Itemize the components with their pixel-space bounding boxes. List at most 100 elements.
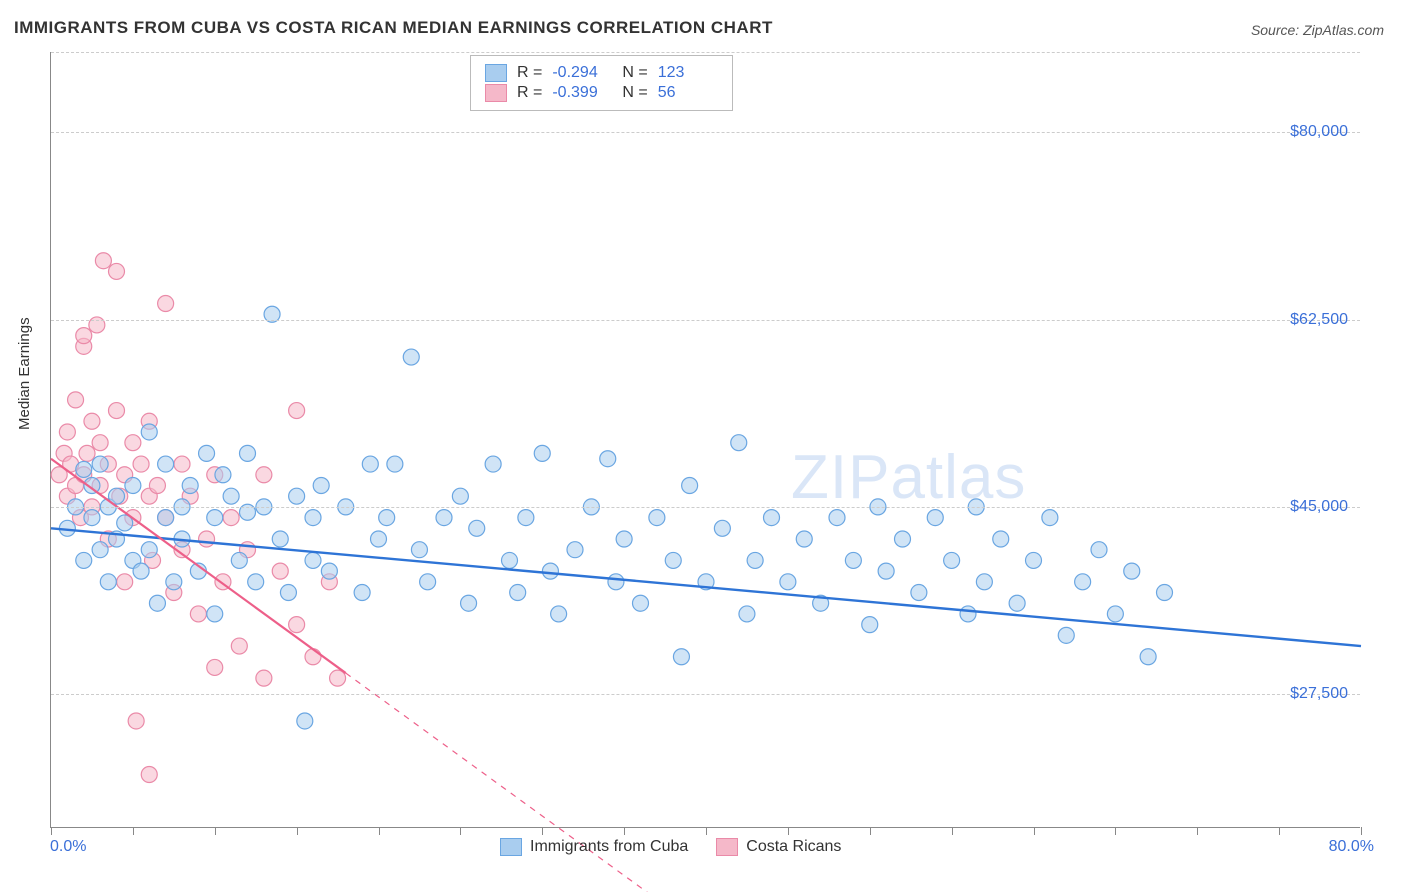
data-point bbox=[731, 435, 747, 451]
data-point bbox=[289, 403, 305, 419]
data-point bbox=[567, 542, 583, 558]
r-value: -0.294 bbox=[552, 64, 612, 82]
data-point bbox=[190, 606, 206, 622]
data-point bbox=[1042, 510, 1058, 526]
data-point bbox=[436, 510, 452, 526]
data-point bbox=[362, 456, 378, 472]
data-point bbox=[796, 531, 812, 547]
data-point bbox=[542, 563, 558, 579]
data-point bbox=[199, 531, 215, 547]
data-point bbox=[59, 424, 75, 440]
data-point bbox=[1157, 585, 1173, 601]
data-point bbox=[68, 392, 84, 408]
data-point bbox=[379, 510, 395, 526]
data-point bbox=[633, 595, 649, 611]
legend-item: Immigrants from Cuba bbox=[500, 838, 688, 856]
data-point bbox=[109, 263, 125, 279]
data-point bbox=[84, 413, 100, 429]
data-point bbox=[354, 585, 370, 601]
data-point bbox=[128, 713, 144, 729]
data-point bbox=[600, 451, 616, 467]
y-tick-label: $62,500 bbox=[1290, 311, 1348, 329]
data-point bbox=[289, 488, 305, 504]
data-point bbox=[223, 510, 239, 526]
data-point bbox=[665, 552, 681, 568]
x-tick bbox=[952, 827, 953, 835]
data-point bbox=[518, 510, 534, 526]
data-point bbox=[76, 328, 92, 344]
y-axis-label: Median Earnings bbox=[16, 317, 33, 430]
data-point bbox=[280, 585, 296, 601]
data-point bbox=[895, 531, 911, 547]
legend-swatch bbox=[485, 84, 507, 102]
data-point bbox=[469, 520, 485, 536]
n-label: N = bbox=[622, 64, 647, 82]
data-point bbox=[272, 531, 288, 547]
data-point bbox=[993, 531, 1009, 547]
data-point bbox=[1058, 627, 1074, 643]
gridline bbox=[51, 52, 1360, 53]
data-point bbox=[510, 585, 526, 601]
data-point bbox=[911, 585, 927, 601]
data-point bbox=[76, 461, 92, 477]
data-point bbox=[330, 670, 346, 686]
scatter-svg bbox=[51, 52, 1360, 827]
data-point bbox=[829, 510, 845, 526]
data-point bbox=[289, 617, 305, 633]
gridline bbox=[51, 694, 1360, 695]
data-point bbox=[133, 456, 149, 472]
data-point bbox=[95, 253, 111, 269]
data-point bbox=[272, 563, 288, 579]
data-point bbox=[256, 670, 272, 686]
n-label: N = bbox=[622, 84, 647, 102]
data-point bbox=[1124, 563, 1140, 579]
legend-swatch bbox=[500, 838, 522, 856]
plot-area: ZIPatlas $27,500$45,000$62,500$80,000 bbox=[50, 52, 1360, 828]
data-point bbox=[927, 510, 943, 526]
r-label: R = bbox=[517, 84, 542, 102]
data-point bbox=[133, 563, 149, 579]
data-point bbox=[141, 542, 157, 558]
x-min-label: 0.0% bbox=[50, 838, 86, 856]
data-point bbox=[158, 510, 174, 526]
n-value: 123 bbox=[658, 64, 718, 82]
data-point bbox=[92, 456, 108, 472]
data-point bbox=[92, 542, 108, 558]
data-point bbox=[248, 574, 264, 590]
r-value: -0.399 bbox=[552, 84, 612, 102]
x-tick bbox=[1115, 827, 1116, 835]
data-point bbox=[551, 606, 567, 622]
x-tick bbox=[788, 827, 789, 835]
data-point bbox=[1091, 542, 1107, 558]
data-point bbox=[608, 574, 624, 590]
data-point bbox=[420, 574, 436, 590]
data-point bbox=[764, 510, 780, 526]
data-point bbox=[166, 574, 182, 590]
x-tick bbox=[133, 827, 134, 835]
data-point bbox=[158, 296, 174, 312]
x-tick bbox=[215, 827, 216, 835]
x-tick bbox=[1361, 827, 1362, 835]
x-tick bbox=[706, 827, 707, 835]
data-point bbox=[305, 649, 321, 665]
data-point bbox=[461, 595, 477, 611]
data-point bbox=[231, 638, 247, 654]
data-point bbox=[84, 510, 100, 526]
data-point bbox=[649, 510, 665, 526]
r-label: R = bbox=[517, 64, 542, 82]
x-tick bbox=[297, 827, 298, 835]
legend-item: Costa Ricans bbox=[716, 838, 841, 856]
data-point bbox=[100, 574, 116, 590]
chart-title: IMMIGRANTS FROM CUBA VS COSTA RICAN MEDI… bbox=[14, 18, 773, 38]
data-point bbox=[1140, 649, 1156, 665]
data-point bbox=[403, 349, 419, 365]
data-point bbox=[485, 456, 501, 472]
data-point bbox=[79, 445, 95, 461]
data-point bbox=[256, 467, 272, 483]
data-point bbox=[76, 552, 92, 568]
data-point bbox=[149, 477, 165, 493]
legend-label: Costa Ricans bbox=[746, 838, 841, 856]
legend-swatch bbox=[716, 838, 738, 856]
data-point bbox=[149, 595, 165, 611]
data-point bbox=[1107, 606, 1123, 622]
